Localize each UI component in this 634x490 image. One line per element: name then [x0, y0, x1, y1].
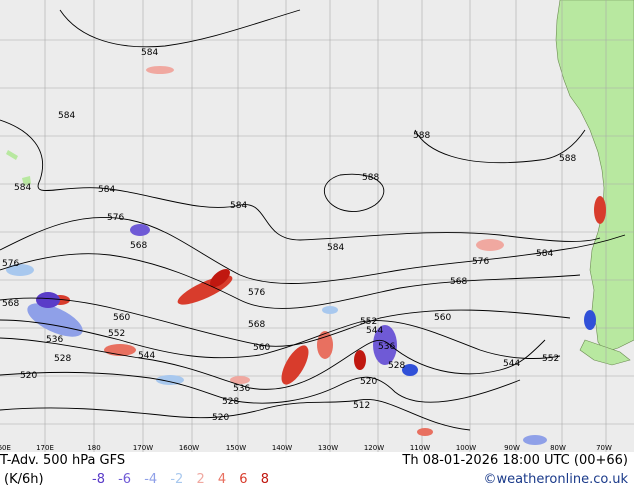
contour-labels: 584 584 584 584 584 584 584 588 588 588 …	[2, 48, 576, 423]
credit-link[interactable]: ©weatheronline.co.uk	[483, 472, 628, 487]
lon-label: 170W	[133, 444, 153, 452]
contour-label: 588	[362, 173, 379, 183]
contour-label: 520	[212, 413, 229, 423]
contour-label: 544	[503, 359, 520, 369]
contour-label: 584	[141, 48, 158, 58]
legend-value: 4	[217, 472, 227, 487]
legend-value: -8	[92, 472, 105, 487]
contour-label: 552	[542, 354, 559, 364]
ocean-background	[0, 0, 634, 452]
contour-label: 560	[253, 343, 270, 353]
lon-label: 140W	[272, 444, 292, 452]
lon-label: 120W	[364, 444, 384, 452]
contour-label: 552	[108, 329, 125, 339]
lon-label: 180	[87, 444, 100, 452]
contour-label: 560	[113, 313, 130, 323]
contour-label: 536	[378, 342, 395, 352]
contour-label: 520	[20, 371, 37, 381]
contour-label: 588	[413, 131, 430, 141]
legend-value: 8	[260, 472, 269, 487]
lon-label: 70W	[596, 444, 612, 452]
contour-label: 576	[472, 257, 489, 267]
lon-label: 90W	[504, 444, 520, 452]
contour-label: 576	[248, 288, 265, 298]
map-title: T-Adv. 500 hPa GFS	[0, 453, 126, 468]
lon-label: 160W	[179, 444, 199, 452]
land-tierra-del-fuego	[579, 339, 631, 366]
contour-label: 544	[138, 351, 155, 361]
lon-label: 100W	[456, 444, 476, 452]
contour-label: 528	[54, 354, 71, 364]
contour-label: 584	[58, 111, 75, 121]
forecast-datetime: Th 08-01-2026 18:00 UTC (00+66)	[402, 453, 628, 468]
height-contours	[0, 9, 626, 431]
contour-label: 568	[130, 241, 147, 251]
legend-value: -4	[144, 472, 158, 487]
color-legend: -8 -6 -4 -2 2 4 6 8	[92, 472, 278, 487]
lon-label: 150W	[226, 444, 246, 452]
contour-label: 576	[2, 259, 19, 269]
island-new-caledonia	[6, 150, 18, 160]
longitude-labels: 160E 170E 180 170W 160W 150W 140W 130W 1…	[0, 444, 612, 452]
lon-label: 80W	[550, 444, 566, 452]
contour-label: 568	[450, 277, 467, 287]
lon-label: 160E	[0, 444, 11, 452]
contour-label: 528	[388, 361, 405, 371]
weather-map: 584 584 584 584 584 584 584 588 588 588 …	[0, 0, 634, 452]
contour-label: 560	[434, 313, 451, 323]
units-label: (K/6h)	[4, 472, 44, 487]
contour-label: 568	[2, 299, 19, 309]
contour-label: 576	[107, 213, 124, 223]
contour-label: 584	[327, 243, 344, 253]
contour-label: 528	[222, 397, 239, 407]
warm-advection-areas	[50, 66, 606, 436]
legend-value: 6	[239, 472, 248, 487]
graticule	[0, 0, 634, 452]
contour-label: 584	[14, 183, 31, 193]
contour-label: 512	[353, 401, 370, 411]
lon-label: 170E	[36, 444, 54, 452]
footer-bar: T-Adv. 500 hPa GFS Th 08-01-2026 18:00 U…	[0, 452, 634, 490]
lon-label: 110W	[410, 444, 430, 452]
contour-label: 584	[98, 185, 115, 195]
contour-label: 536	[233, 384, 250, 394]
contour-label: 552	[360, 317, 377, 327]
contour-label: 568	[248, 320, 265, 330]
contour-label: 584	[230, 201, 247, 211]
lon-label: 130W	[318, 444, 338, 452]
contour-label: 544	[366, 326, 383, 336]
contour-label: 536	[46, 335, 63, 345]
legend-value: 2	[196, 472, 205, 487]
contour-label: 584	[536, 249, 553, 259]
contour-label: 588	[559, 154, 576, 164]
legend-value: -2	[170, 472, 184, 487]
legend-value: -6	[118, 472, 132, 487]
island-fiji-area	[22, 176, 31, 186]
contour-label: 520	[360, 377, 377, 387]
